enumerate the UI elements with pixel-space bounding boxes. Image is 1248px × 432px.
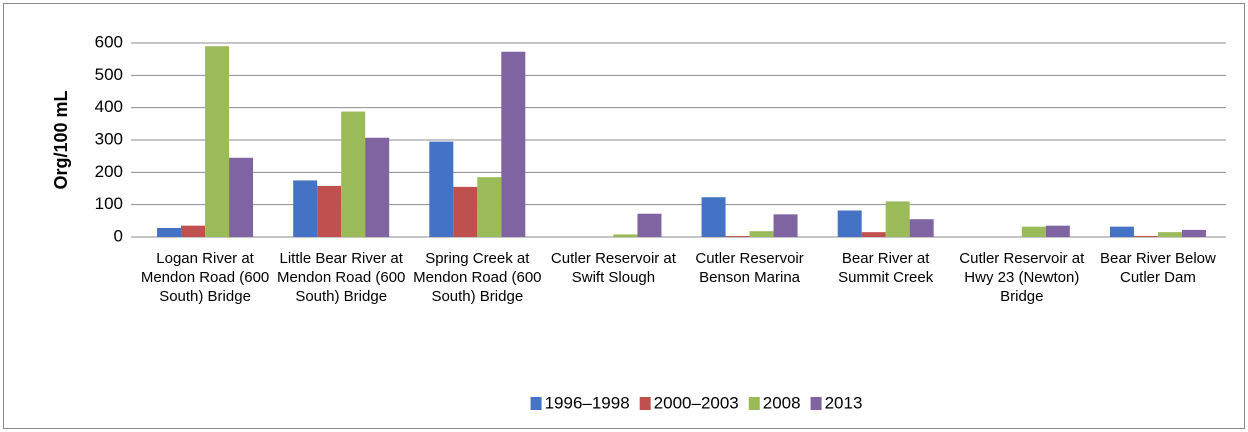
bar	[341, 111, 366, 237]
legend-label: 2000–2003	[654, 393, 739, 412]
x-tick-label: Logan River at Mendon Road (600 South) B…	[140, 250, 270, 305]
bar	[725, 236, 750, 237]
bar	[501, 51, 526, 238]
y-tick-label: 200	[95, 162, 123, 181]
bar	[477, 177, 502, 237]
x-tick-label: Cutler Reservoir Benson Marina	[695, 250, 804, 286]
legend-label: 1996–1998	[545, 393, 630, 412]
bar	[885, 201, 910, 237]
bar	[293, 180, 318, 237]
bar	[1133, 236, 1158, 237]
bar	[205, 46, 230, 237]
x-tick-label-box: Cutler Reservoir at Hwy 23 (Newton) Brid…	[959, 250, 1085, 305]
x-tick-label-box: Bear River Below Cutler Dam	[1099, 250, 1216, 286]
bar	[229, 157, 254, 237]
legend-swatch	[639, 397, 651, 410]
x-tick-label-box: Cutler Reservoir at Swift Slough	[550, 250, 676, 286]
x-tick-label-box: Little Bear River at Mendon Road (600 So…	[276, 250, 406, 305]
y-axis-label: Org/100 mL	[51, 90, 71, 189]
bar	[861, 232, 886, 237]
x-tick-label: Bear River Below Cutler Dam	[1099, 250, 1216, 286]
y-tick-label: 300	[95, 129, 123, 148]
bar	[1157, 232, 1182, 237]
y-tick-label: 0	[114, 226, 123, 245]
legend-label: 2013	[825, 393, 863, 412]
x-tick-label: Bear River at Summit Creek	[838, 250, 934, 286]
x-tick-label: Cutler Reservoir at Hwy 23 (Newton) Brid…	[959, 250, 1085, 305]
bar	[1109, 226, 1134, 237]
bar	[157, 227, 182, 237]
bar	[613, 234, 638, 237]
x-tick-label: Little Bear River at Mendon Road (600 So…	[276, 250, 406, 305]
y-tick-label: 500	[95, 65, 123, 84]
bar	[1045, 225, 1070, 237]
bar	[365, 137, 390, 237]
x-tick-label: Cutler Reservoir at Swift Slough	[550, 250, 676, 286]
bar	[909, 219, 934, 237]
y-tick-label: 100	[95, 194, 123, 213]
bar	[453, 186, 478, 237]
x-tick-label-box: Cutler Reservoir Benson Marina	[695, 250, 804, 286]
legend-label: 2008	[763, 393, 801, 412]
x-tick-label-box: Spring Creek at Mendon Road (600 South) …	[413, 250, 542, 305]
bar	[773, 214, 798, 237]
y-tick-label: 400	[95, 97, 123, 116]
bar	[701, 197, 726, 237]
bar	[637, 213, 662, 237]
legend-swatch	[748, 397, 760, 410]
bar	[749, 231, 774, 237]
bar	[1181, 229, 1206, 237]
bar	[317, 185, 342, 237]
y-tick-label: 600	[95, 32, 123, 51]
bar	[837, 210, 862, 237]
legend-swatch	[810, 397, 822, 410]
x-tick-label: Spring Creek at Mendon Road (600 South) …	[413, 250, 542, 305]
bar	[429, 141, 454, 237]
x-tick-label-box: Bear River at Summit Creek	[838, 250, 934, 286]
x-tick-label-box: Logan River at Mendon Road (600 South) B…	[140, 250, 270, 305]
bar	[1021, 226, 1046, 237]
bar	[181, 225, 206, 237]
legend-swatch	[530, 397, 542, 410]
